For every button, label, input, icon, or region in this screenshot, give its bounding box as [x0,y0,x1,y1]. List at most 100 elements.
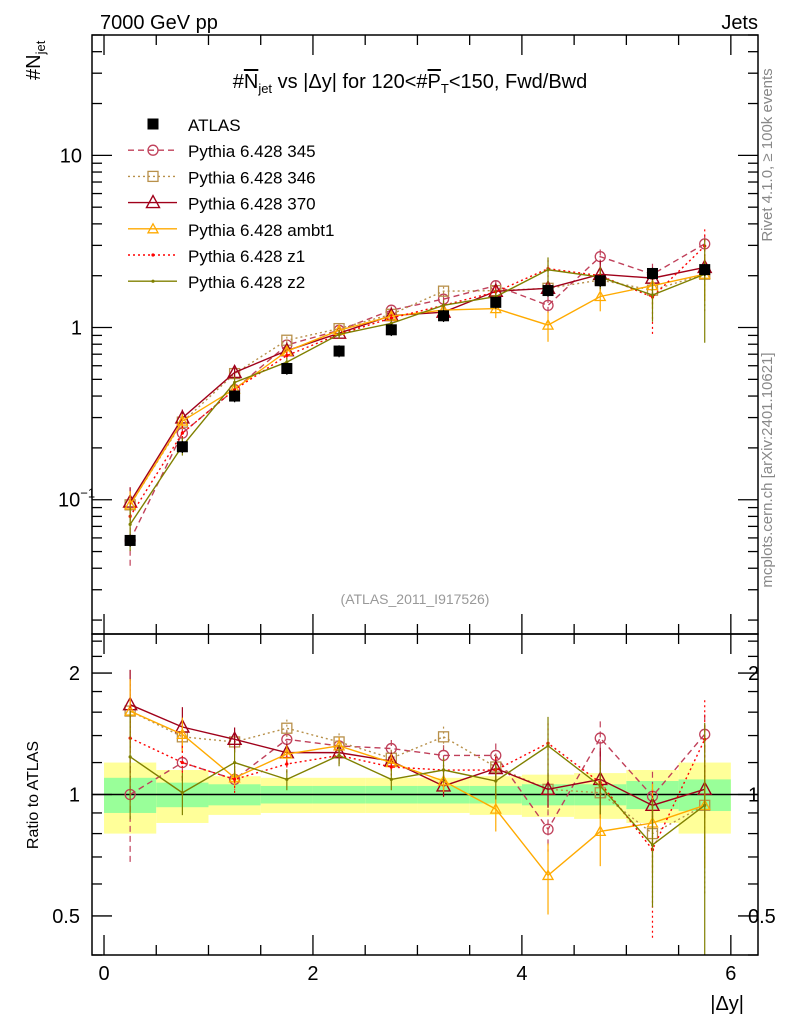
ratio-series-line [129,733,706,831]
triangle-marker [437,774,450,786]
legend-label: Pythia 6.428 346 [188,168,316,187]
dot-marker [151,279,155,283]
axes-layer: 10 1 10−1 2 2 1 1 0.5 0.5 0 2 4 6 [52,34,776,985]
legend-entry: ATLAS [147,116,241,135]
header-right: Jets [721,12,758,34]
square-marker [147,170,159,183]
circle-marker [542,299,554,312]
series-layer [122,229,713,955]
dot-marker [337,753,341,758]
triangle-marker [176,727,189,739]
ratio-series-line [129,710,705,877]
series-line [129,273,705,506]
series-line [129,243,706,541]
dot-marker [703,803,707,807]
dot-marker [441,768,446,772]
ratio-tick-label-left: 2 [69,663,80,685]
triangle-marker [541,869,555,881]
series-line [129,266,705,503]
data-marker [229,390,241,402]
legend-label: Pythia 6.428 ambt1 [188,221,334,240]
dot-marker [180,760,184,765]
dot-marker [650,843,655,847]
dot-marker [233,388,237,392]
ratio-tick-label-right: 1 [748,785,759,807]
ratio-series-line [129,710,706,835]
series-atlas [124,263,711,547]
dot-marker [233,380,237,385]
ratio-series-line [129,737,706,851]
dot-marker [233,777,237,782]
ratio-tick-label-right: 2 [748,663,759,685]
legend-label: Pythia 6.428 z1 [188,247,305,266]
circle-marker [147,144,159,156]
triangle-marker [594,290,607,302]
data-marker [646,267,658,279]
series-line [129,245,706,517]
data-marker [699,264,711,276]
legend-entry: Pythia 6.428 z1 [128,247,305,266]
data-marker [594,275,606,287]
triangle-marker [280,747,293,759]
data-marker [176,441,188,453]
ratio-y-axis-label: Ratio to ATLAS [25,741,42,849]
dot-marker [285,353,289,358]
y-tick-label: 1 [71,318,82,340]
dot-marker [151,253,155,257]
rivet-version-text: Rivet 4.1.0, ≥ 100k events [759,68,776,241]
square-marker [437,285,450,297]
y-tick-label: 10−1 [58,486,95,512]
triangle-marker [145,194,161,209]
ratio-series-line [129,704,705,807]
data-marker [438,310,450,322]
dot-marker [180,791,184,795]
series-pythia-6-428-z1 [128,229,707,940]
legend-label: Pythia 6.428 345 [188,142,316,161]
mcplots-text: mcplots.cern.ch [arXiv:2401.10621] [759,352,776,587]
dot-marker [337,332,341,336]
data-marker [385,324,397,336]
legend-entry: Pythia 6.428 z2 [128,273,305,292]
circle-marker [542,823,554,835]
dot-marker [285,762,289,766]
series-line [129,273,705,506]
triangle-marker [594,825,607,837]
x-tick-label: 4 [516,963,527,985]
legend-label: Pythia 6.428 370 [188,195,316,214]
dot-marker [598,784,602,788]
legend: ATLAS Pythia 6.428 345 Pythia 6.428 346 Pyt… [128,116,334,292]
dot-marker [128,522,132,526]
dot-marker [389,316,393,320]
series-pythia-6-428-345 [124,235,711,863]
dot-marker [494,779,498,783]
legend-label: Pythia 6.428 z2 [188,273,305,292]
triangle-marker [176,414,189,426]
triangle-marker [540,780,556,796]
legend-entry: Pythia 6.428 370 [128,194,316,214]
data-marker [124,534,136,546]
data-marker [281,363,293,375]
data-marker [490,296,502,308]
ratio-tick-label-left: 1 [69,785,80,807]
dot-marker [650,293,655,297]
dot-marker [233,760,237,765]
dot-marker [546,268,550,272]
dot-marker [546,744,550,748]
y-tick-label: 10 [60,145,82,167]
triangle-marker [489,802,502,814]
ratio-tick-label-right: 0.5 [748,906,776,928]
triangle-marker [146,222,160,234]
dot-marker [285,360,289,364]
dot-marker [285,777,289,782]
dot-marker [389,765,393,769]
legend-label: ATLAS [188,116,241,135]
legend-entry: Pythia 6.428 346 [128,168,316,187]
x-tick-label: 2 [307,963,318,985]
circle-marker [594,732,606,744]
square-marker [437,731,450,743]
ratio-tick-label-left: 0.5 [52,906,80,928]
dot-marker [389,777,393,782]
y-axis-label: #Njet [23,40,48,80]
dot-marker [128,755,132,759]
data-marker [333,345,345,357]
